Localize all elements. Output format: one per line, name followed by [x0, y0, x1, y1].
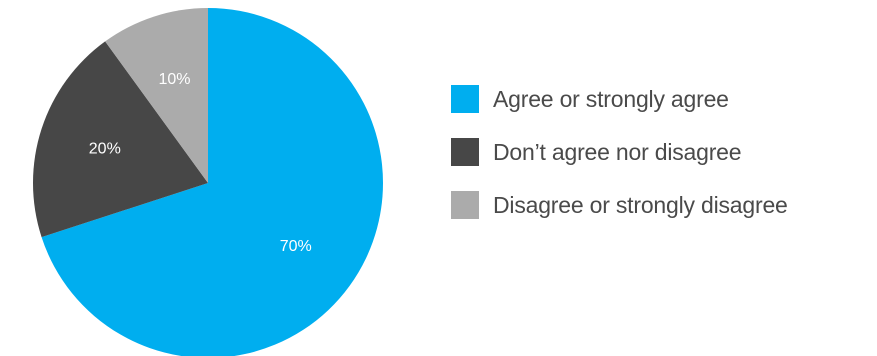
pie-slice-disagree	[105, 8, 208, 183]
legend-item-agree: Agree or strongly agree	[451, 85, 871, 113]
legend-label-neutral: Don’t agree nor disagree	[493, 138, 742, 165]
pie-slice-label-agree: 70%	[280, 238, 312, 255]
legend-swatch-disagree	[451, 191, 479, 219]
pie-slice-label-neutral: 20%	[89, 141, 121, 158]
pie-slice-neutral	[32, 41, 208, 238]
legend-swatch-agree	[451, 85, 479, 113]
legend-label-agree: Agree or strongly agree	[493, 85, 729, 112]
legend-item-disagree: Disagree or strongly disagree	[451, 191, 871, 219]
pie-slice-agree	[41, 8, 383, 356]
legend-item-neutral: Don’t agree nor disagree	[451, 138, 871, 166]
pie-slice-label-disagree: 10%	[158, 71, 190, 88]
legend-label-disagree: Disagree or strongly disagree	[493, 191, 788, 218]
chart-legend: Agree or strongly agree Don’t agree nor …	[451, 85, 871, 244]
pie-chart-svg: 70% 20% 10%	[32, 8, 383, 356]
legend-swatch-neutral	[451, 138, 479, 166]
